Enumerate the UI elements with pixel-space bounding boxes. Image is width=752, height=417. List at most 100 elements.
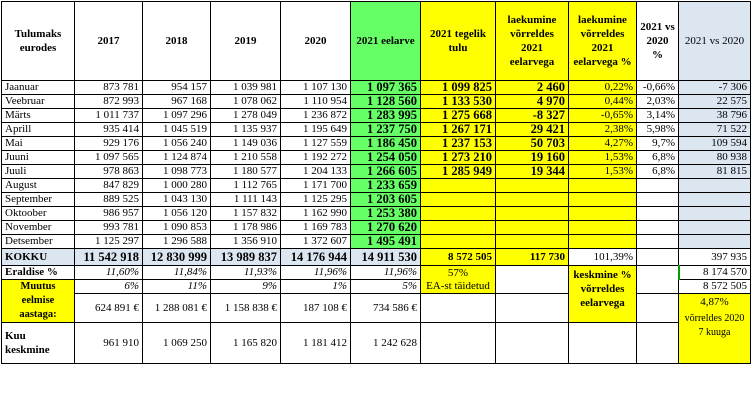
cell-budget[interactable]: 1 254 050 <box>350 150 421 165</box>
share-budget[interactable]: 11,96% <box>350 265 421 280</box>
cell-actual[interactable]: 1 237 153 <box>420 136 496 151</box>
cell-2020[interactable]: 1 204 133 <box>280 164 351 179</box>
cell-budget[interactable]: 1 203 605 <box>350 192 421 207</box>
cell-diff-pct[interactable] <box>568 234 637 249</box>
cell-2020[interactable]: 1 171 700 <box>280 178 351 193</box>
header-2020[interactable]: 2020 <box>280 1 351 81</box>
cell-diff[interactable]: 19 160 <box>495 150 569 165</box>
cell-2019[interactable]: 1 157 832 <box>210 206 281 221</box>
cell-budget[interactable]: 1 097 365 <box>350 80 421 95</box>
cell-vs-pct[interactable] <box>636 178 679 193</box>
cell-diff[interactable] <box>495 192 569 207</box>
month-name[interactable]: Juuli <box>1 164 75 179</box>
avg-actual-empty[interactable] <box>420 322 496 364</box>
cell-2018[interactable]: 1 056 120 <box>142 206 211 221</box>
cell-diff-pct[interactable]: 0,22% <box>568 80 637 95</box>
avg-2020[interactable]: 1 181 412 <box>280 322 351 364</box>
header-2018[interactable]: 2018 <box>142 1 211 81</box>
change-pct-budget[interactable]: 5% <box>350 279 421 294</box>
total-actual[interactable]: 8 572 505 <box>420 248 496 266</box>
avg-diff-empty[interactable] <box>495 322 569 364</box>
cell-vs-pct[interactable]: 6,8% <box>636 164 679 179</box>
cell-vs-abs[interactable]: 81 815 <box>678 164 751 179</box>
cell-2017[interactable]: 872 993 <box>74 94 143 109</box>
change-vs[interactable]: 4,87% võrreldes 2020 7 kuuga <box>678 293 751 364</box>
cell-budget[interactable]: 1 128 560 <box>350 94 421 109</box>
cell-diff-pct[interactable]: -0,65% <box>568 108 637 123</box>
cell-2019[interactable]: 1 278 049 <box>210 108 281 123</box>
change-pct-2017[interactable]: 6% <box>74 279 143 294</box>
cell-2020[interactable]: 1 372 607 <box>280 234 351 249</box>
cell-2017[interactable]: 993 781 <box>74 220 143 235</box>
cell-vs-abs[interactable]: 109 594 <box>678 136 751 151</box>
cell-2017[interactable]: 873 781 <box>74 80 143 95</box>
avg-label[interactable]: Kuu keskmine <box>1 322 75 364</box>
cell-vs-abs[interactable]: 80 938 <box>678 150 751 165</box>
cell-actual[interactable]: 1 099 825 <box>420 80 496 95</box>
month-name[interactable]: Aprill <box>1 122 75 137</box>
total-diff-pct[interactable]: 101,39% <box>568 248 637 266</box>
cell-2020[interactable]: 1 162 990 <box>280 206 351 221</box>
avg-vs-pct-empty[interactable] <box>636 322 679 364</box>
cell-diff[interactable] <box>495 206 569 221</box>
total-vs-abs[interactable]: 397 935 <box>678 248 751 266</box>
cell-2020[interactable]: 1 125 295 <box>280 192 351 207</box>
cell-budget[interactable]: 1 237 750 <box>350 122 421 137</box>
cell-diff-pct[interactable]: 2,38% <box>568 122 637 137</box>
cell-diff-pct[interactable] <box>568 192 637 207</box>
month-name[interactable]: September <box>1 192 75 207</box>
cell-2020[interactable]: 1 236 872 <box>280 108 351 123</box>
header-vs-pct[interactable]: 2021 vs 2020 % <box>636 1 679 81</box>
cell-actual[interactable]: 1 285 949 <box>420 164 496 179</box>
month-name[interactable]: November <box>1 220 75 235</box>
cell-2017[interactable]: 978 863 <box>74 164 143 179</box>
cell-vs-abs[interactable] <box>678 206 751 221</box>
change-eur-2019[interactable]: 1 158 838 € <box>210 293 281 323</box>
cell-actual[interactable] <box>420 192 496 207</box>
cell-2017[interactable]: 986 957 <box>74 206 143 221</box>
cell-2019[interactable]: 1 135 937 <box>210 122 281 137</box>
cell-2020[interactable]: 1 127 559 <box>280 136 351 151</box>
cell-2018[interactable]: 1 045 519 <box>142 122 211 137</box>
month-name[interactable]: Mai <box>1 136 75 151</box>
share-2017[interactable]: 11,60% <box>74 265 143 280</box>
cell-2017[interactable]: 1 011 737 <box>74 108 143 123</box>
change-label[interactable]: Muutus eelmise aastaga: <box>1 279 75 323</box>
change-eur-diff-empty[interactable] <box>495 293 569 323</box>
header-diff-pct[interactable]: laekumine võrreldes 2021 eelarvega % <box>568 1 637 81</box>
month-name[interactable]: Oktoober <box>1 206 75 221</box>
cell-vs-pct[interactable]: 3,14% <box>636 108 679 123</box>
cell-2017[interactable]: 1 097 565 <box>74 150 143 165</box>
cell-2017[interactable]: 1 125 297 <box>74 234 143 249</box>
change-eur-actual-empty[interactable] <box>420 293 496 323</box>
cell-2018[interactable]: 1 124 874 <box>142 150 211 165</box>
cell-actual[interactable] <box>420 234 496 249</box>
cell-vs-pct[interactable] <box>636 234 679 249</box>
share-diff-note[interactable]: keskmine % võrreldes eelarvega <box>568 265 637 323</box>
cell-2019[interactable]: 1 111 143 <box>210 192 281 207</box>
month-name[interactable]: August <box>1 178 75 193</box>
avg-2018[interactable]: 1 069 250 <box>142 322 211 364</box>
cell-actual[interactable]: 1 275 668 <box>420 108 496 123</box>
cell-2019[interactable]: 1 178 986 <box>210 220 281 235</box>
cell-2020[interactable]: 1 110 954 <box>280 94 351 109</box>
change-eur-budget[interactable]: 734 586 € <box>350 293 421 323</box>
header-budget[interactable]: 2021 eelarve <box>350 1 421 81</box>
cell-vs-pct[interactable]: -0,66% <box>636 80 679 95</box>
cell-2018[interactable]: 967 168 <box>142 94 211 109</box>
header-label[interactable]: Tulumaks eurodes <box>1 1 75 81</box>
share-2018[interactable]: 11,84% <box>142 265 211 280</box>
share-vs-pct-empty[interactable] <box>636 265 679 294</box>
change-eur-vs-pct-empty[interactable] <box>636 293 679 323</box>
share-diff-empty[interactable] <box>495 265 569 294</box>
cell-budget[interactable]: 1 253 380 <box>350 206 421 221</box>
header-actual[interactable]: 2021 tegelik tulu <box>420 1 496 81</box>
change-pct-2018[interactable]: 11% <box>142 279 211 294</box>
cell-2017[interactable]: 847 829 <box>74 178 143 193</box>
change-eur-2018[interactable]: 1 288 081 € <box>142 293 211 323</box>
total-diff[interactable]: 117 730 <box>495 248 569 266</box>
cell-2020[interactable]: 1 192 272 <box>280 150 351 165</box>
change-eur-2020[interactable]: 187 108 € <box>280 293 351 323</box>
cell-2019[interactable]: 1 112 765 <box>210 178 281 193</box>
cell-diff-pct[interactable]: 1,53% <box>568 150 637 165</box>
